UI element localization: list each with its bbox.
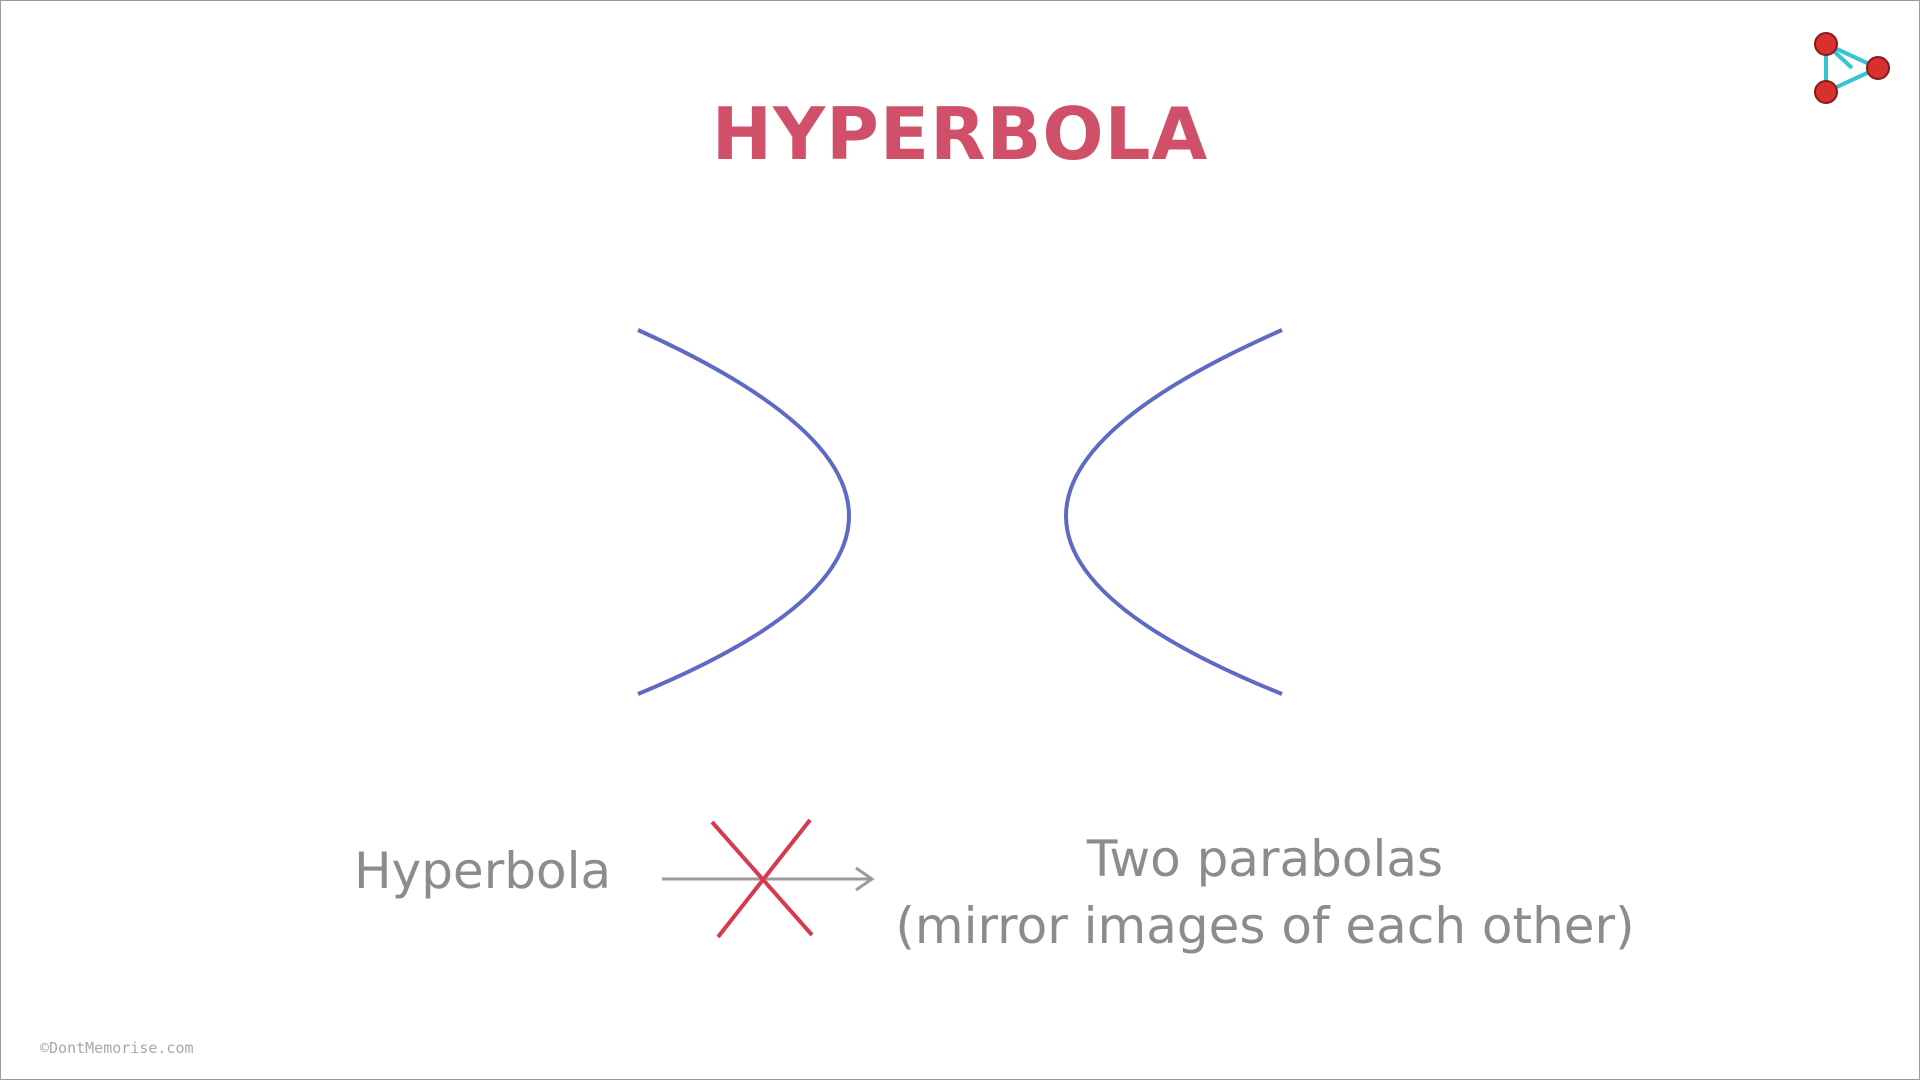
right-arrow-icon <box>662 866 875 892</box>
two-parabolas-label: Two parabolas <box>1086 830 1444 888</box>
watermark: ©DontMemorise.com <box>40 1039 194 1057</box>
slide-title: HYPERBOLA <box>711 92 1209 176</box>
mirror-images-label: (mirror images of each other) <box>895 897 1635 955</box>
hyperbola-label: Hyperbola <box>354 842 612 900</box>
logo-dot-bottom <box>1814 80 1838 104</box>
logo-dot-right <box>1866 56 1890 80</box>
hyperbola-right-branch <box>1064 328 1283 696</box>
logo-triangle <box>1824 40 1883 96</box>
hyperbola-left-branch <box>637 328 851 696</box>
cross-mark-icon <box>710 818 814 939</box>
logo-dot-top <box>1814 32 1838 56</box>
play-triangle-logo-icon <box>1814 32 1890 104</box>
